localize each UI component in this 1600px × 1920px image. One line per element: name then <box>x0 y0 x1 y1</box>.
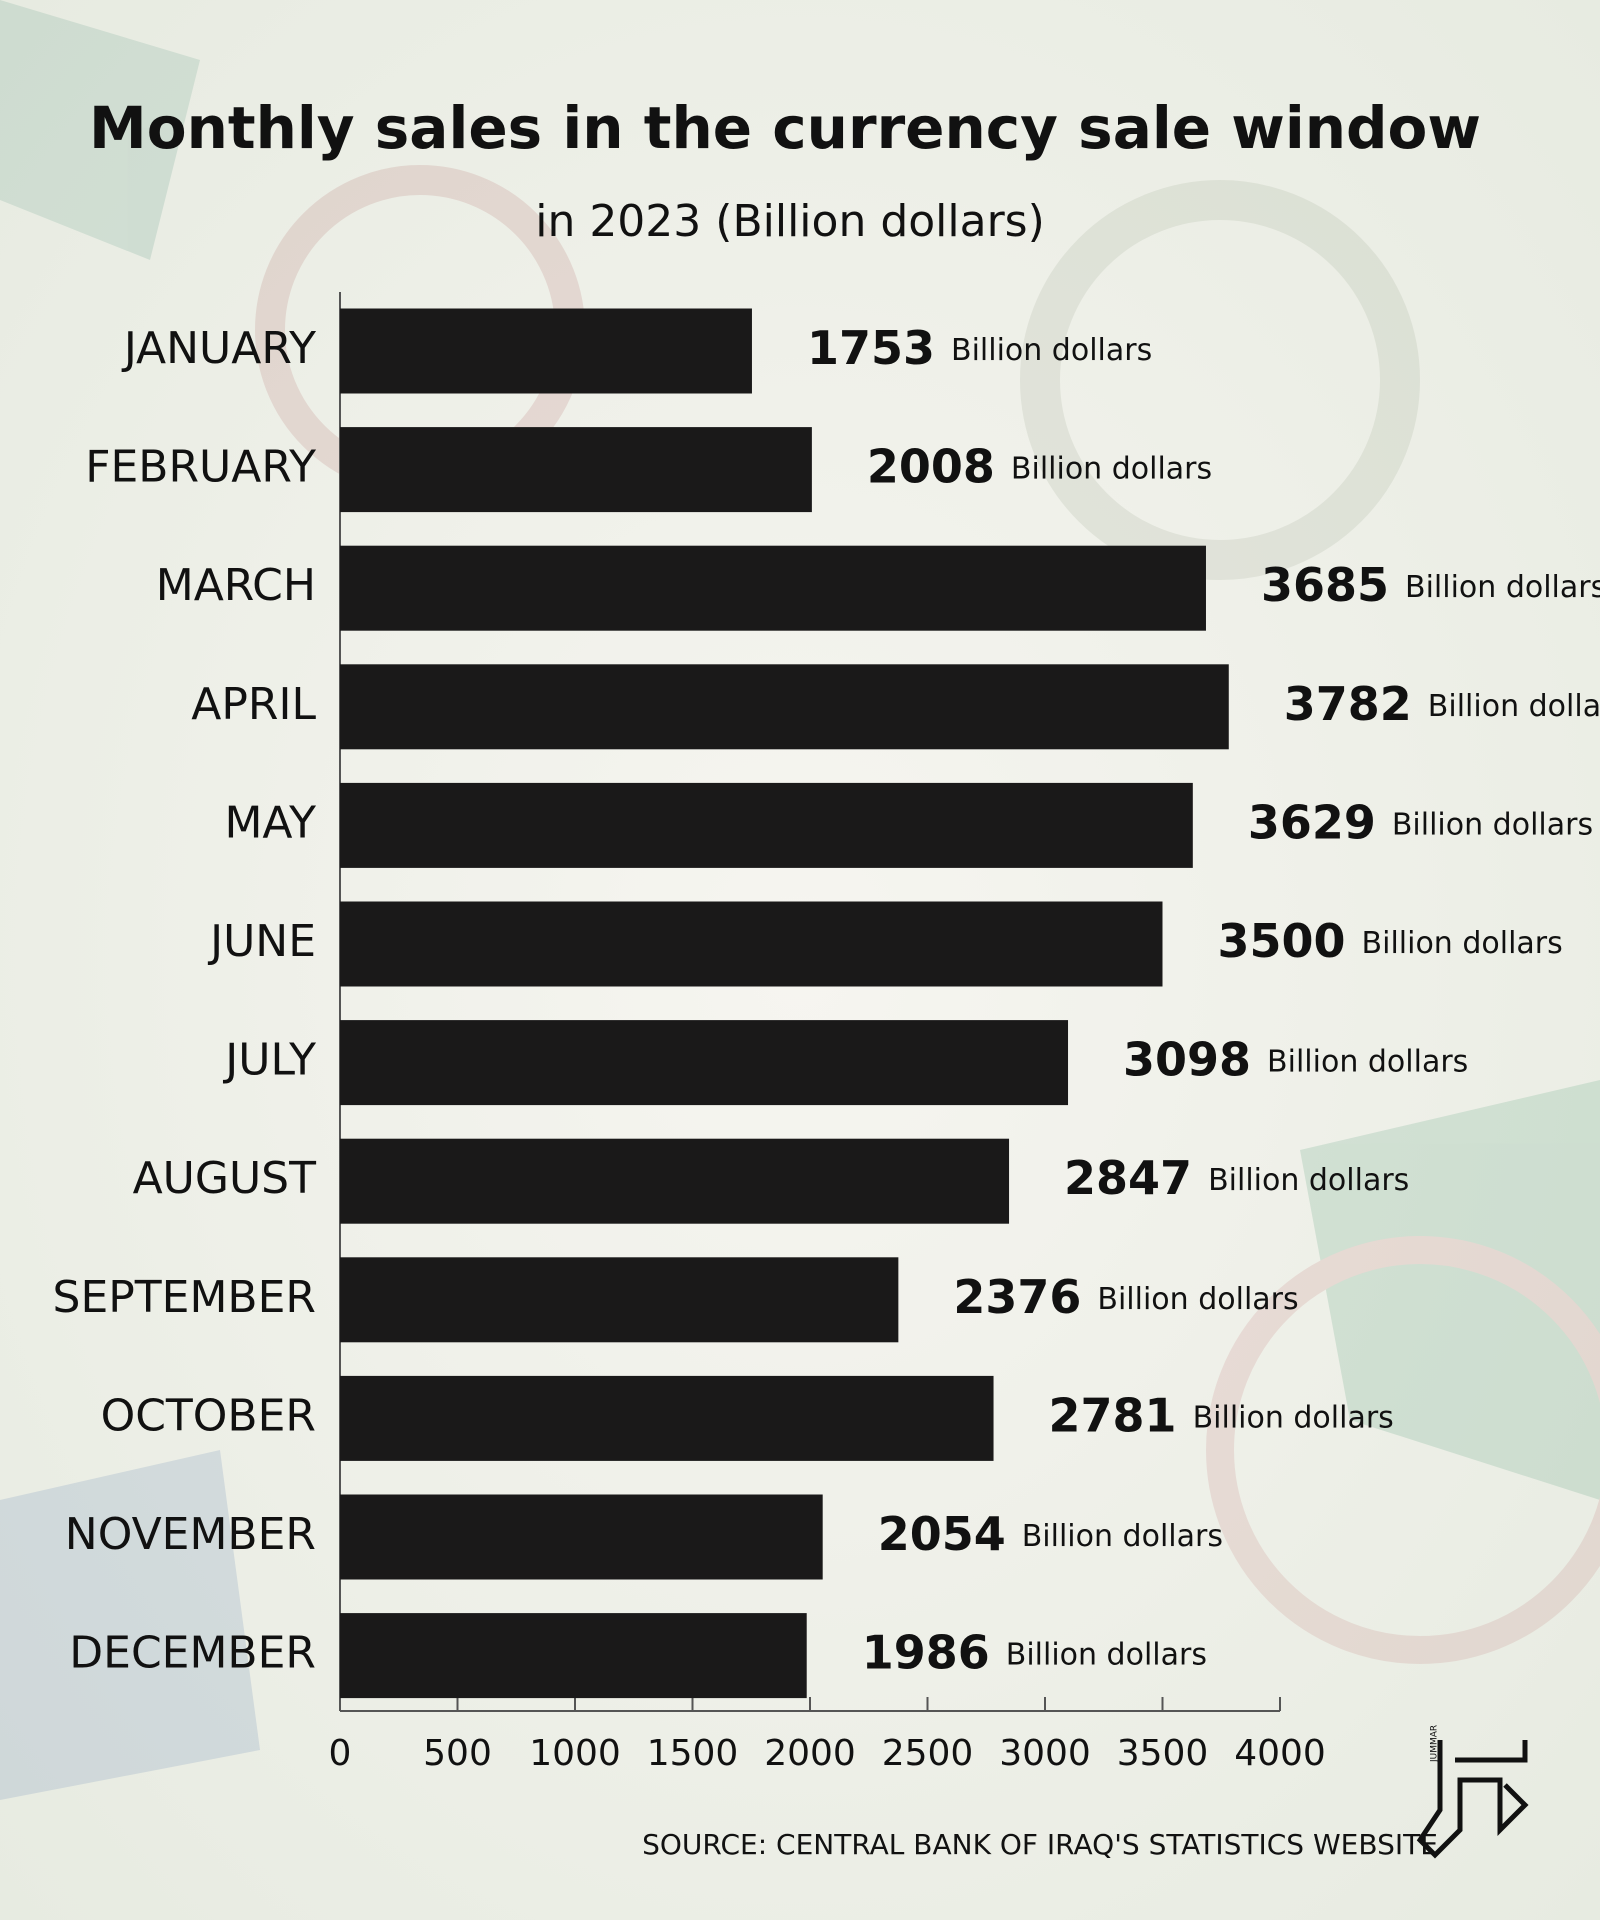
bar <box>340 545 1206 631</box>
value-label: 1753 Billion dollars <box>807 321 1152 375</box>
category-label: FEBRUARY <box>85 442 316 493</box>
chart-subtitle: in 2023 (Billion dollars) <box>535 196 1045 247</box>
source-note: SOURCE: CENTRAL BANK OF IRAQ'S STATISTIC… <box>642 1828 1438 1861</box>
category-label: NOVEMBER <box>65 1509 316 1560</box>
value-number: 2781 <box>1049 1388 1177 1442</box>
x-tick-label: 500 <box>423 1733 492 1774</box>
value-label: 3629 Billion dollars <box>1248 795 1593 849</box>
value-unit: Billion dollars <box>1006 1637 1207 1672</box>
bar <box>340 1494 823 1580</box>
value-label: 2054 Billion dollars <box>878 1507 1223 1561</box>
value-label: 3782 Billion dollars <box>1284 676 1600 730</box>
value-number: 1753 <box>807 321 935 375</box>
value-number: 2376 <box>953 1269 1081 1323</box>
x-tick-label: 1000 <box>529 1733 621 1774</box>
x-tick-label: 0 <box>329 1733 352 1774</box>
value-unit: Billion dollars <box>1193 1400 1394 1435</box>
value-label: 3098 Billion dollars <box>1123 1032 1468 1086</box>
value-number: 2847 <box>1064 1151 1192 1205</box>
bar <box>340 901 1163 987</box>
category-label: SEPTEMBER <box>53 1272 316 1323</box>
bar <box>340 1020 1069 1106</box>
value-label: 2008 Billion dollars <box>867 439 1212 493</box>
bar <box>340 427 812 513</box>
value-unit: Billion dollars <box>1097 1281 1298 1316</box>
category-label: APRIL <box>191 679 316 730</box>
x-tick-label: 3000 <box>999 1733 1091 1774</box>
value-unit: Billion dollars <box>951 333 1152 368</box>
value-unit: Billion dollars <box>1011 451 1212 486</box>
value-label: 1986 Billion dollars <box>862 1625 1207 1679</box>
logo <box>1416 1740 1529 1859</box>
value-number: 3685 <box>1261 558 1389 612</box>
value-label: 2847 Billion dollars <box>1064 1151 1409 1205</box>
value-label: 3685 Billion dollars <box>1261 558 1600 612</box>
value-label: 2781 Billion dollars <box>1049 1388 1394 1442</box>
category-label: JULY <box>222 1035 316 1086</box>
x-tick-label: 2500 <box>882 1733 974 1774</box>
value-number: 1986 <box>862 1625 990 1679</box>
category-label: MAY <box>224 797 316 848</box>
x-tick-label: 1500 <box>647 1733 739 1774</box>
value-unit: Billion dollars <box>1392 807 1593 842</box>
logo-text: JUMMAR <box>1430 1725 1440 1763</box>
x-tick-label: 3500 <box>1117 1733 1209 1774</box>
category-label: JANUARY <box>121 323 316 374</box>
bar <box>340 1257 899 1343</box>
value-unit: Billion dollars <box>1362 926 1563 961</box>
bar <box>340 308 752 394</box>
value-number: 2054 <box>878 1507 1006 1561</box>
background-pattern <box>0 0 1600 1800</box>
category-label: JUNE <box>207 916 316 967</box>
chart-title: Monthly sales in the currency sale windo… <box>89 94 1481 162</box>
bar <box>340 782 1193 868</box>
value-number: 2008 <box>867 439 995 493</box>
value-number: 3098 <box>1123 1032 1251 1086</box>
value-number: 3500 <box>1218 914 1346 968</box>
value-number: 3629 <box>1248 795 1376 849</box>
category-label: OCTOBER <box>101 1390 316 1441</box>
category-label: MARCH <box>156 560 316 611</box>
value-number: 3782 <box>1284 676 1412 730</box>
bar <box>340 1613 807 1699</box>
value-unit: Billion dollars <box>1267 1044 1468 1079</box>
bar <box>340 664 1229 750</box>
value-unit: Billion dollars <box>1022 1519 1223 1554</box>
value-label: 3500 Billion dollars <box>1218 914 1563 968</box>
bar <box>340 1375 994 1461</box>
category-label: DECEMBER <box>69 1628 316 1679</box>
x-tick-label: 4000 <box>1234 1733 1326 1774</box>
category-label: AUGUST <box>133 1153 317 1204</box>
value-label: 2376 Billion dollars <box>953 1269 1298 1323</box>
value-unit: Billion dollars <box>1428 688 1600 723</box>
x-tick-label: 2000 <box>764 1733 856 1774</box>
value-unit: Billion dollars <box>1405 570 1600 605</box>
bar <box>340 1138 1010 1224</box>
value-unit: Billion dollars <box>1208 1163 1409 1198</box>
